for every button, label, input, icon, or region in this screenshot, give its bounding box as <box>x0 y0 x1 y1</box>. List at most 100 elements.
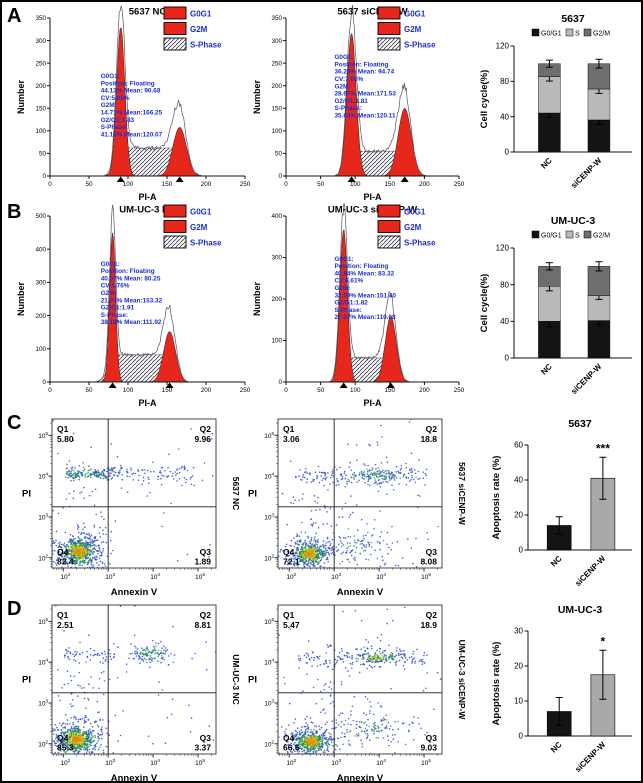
stats-line: S-Phase: <box>334 307 361 314</box>
apoptosis-scatter-5637-nc: 102 102 103 103 104 104 105 105 Q1 5.80 Q2 9.96 Q3 1.… <box>20 413 241 598</box>
legend-swatch <box>377 220 401 233</box>
cellcycle-histogram-umuc3-sicenpw-svg: 0 100 200 300 400 0 50 100 150 200 250 UM-UC-3 siCE… <box>252 202 465 408</box>
bar-title: UM-UC-3 <box>551 215 595 227</box>
panel-label-a: A <box>7 5 22 27</box>
svg-text:0: 0 <box>278 173 282 180</box>
x-axis-label: Annexin V <box>337 587 384 598</box>
stats-line: 28.67% Mean:171.53 <box>334 91 396 98</box>
s-phase-region <box>50 354 245 383</box>
peak-marker-triangle <box>175 176 184 182</box>
svg-text:300: 300 <box>35 280 46 287</box>
plot-title: 5637 siCENP-W <box>337 7 407 18</box>
legend-swatch <box>163 22 187 35</box>
x-axis-label: Annexin V <box>111 587 158 598</box>
s-phase-region <box>286 150 459 177</box>
quadrant-q4: Q4 <box>283 733 295 743</box>
stats-line: S-Phase: <box>334 105 361 112</box>
quadrant-q2: Q2 <box>200 610 212 620</box>
svg-text:400: 400 <box>271 213 282 220</box>
y-axis-label: Number <box>252 282 262 317</box>
plot-title: UM-UC-3 siCENP-W <box>328 205 417 216</box>
legend-label: S-Phase <box>190 41 222 50</box>
quadrant-q1-value: 5.47 <box>283 620 300 630</box>
svg-text:50: 50 <box>275 151 283 158</box>
bar-segment <box>538 286 561 322</box>
points-cloud <box>52 419 214 568</box>
svg-text:250: 250 <box>271 60 282 67</box>
y-axis-label: PI <box>22 489 31 500</box>
apoptosis-scatter-umuc3-sicenpw: 102 102 103 103 104 104 105 105 Q1 5.47 Q2 18.9 Q3 9.… <box>246 599 467 781</box>
y-axis-label: Number <box>252 80 262 115</box>
legend-label: S-Phase <box>404 41 436 50</box>
log-tick-label: 105 <box>38 617 48 626</box>
log-tick-label: 105 <box>38 431 48 440</box>
apoptosis-scatter-5637-nc-svg: 102 102 103 103 104 104 105 105 Q15.80 Q29.96 Q31.… <box>22 418 241 598</box>
legend-label: S <box>575 233 580 240</box>
peak-marker-triangle <box>116 176 125 182</box>
log-tick-label: 105 <box>195 758 205 767</box>
apoptosis-scatter-5637-sicenpw: 102 102 103 103 104 104 105 105 Q1 3.06 Q2 18.8 Q3 8.… <box>246 413 467 598</box>
y-axis-label: PI <box>248 489 257 500</box>
svg-text:150: 150 <box>35 105 46 112</box>
svg-text:60: 60 <box>514 441 523 450</box>
stats-line: G2/G1:1.81 <box>334 98 368 105</box>
quadrant-q3: Q3 <box>426 733 438 743</box>
log-tick-label: 105 <box>264 617 274 626</box>
stats-line: 21.74% Mean:153.32 <box>101 297 163 304</box>
apoptosis-barchart-5637-svg: 0 20 40 60 5637 *** NC siCENP-W Apoptosis rate (… <box>491 418 632 588</box>
svg-text:0: 0 <box>42 379 46 386</box>
svg-text:120: 120 <box>496 42 510 51</box>
panel-label-b: B <box>7 201 22 223</box>
svg-text:150: 150 <box>162 181 173 188</box>
legend-swatch <box>531 230 540 239</box>
significance-stars: * <box>601 634 606 648</box>
svg-text:20: 20 <box>514 511 523 520</box>
legend-swatch <box>583 28 592 37</box>
legend-swatch <box>377 37 401 51</box>
stats-line: G0G1: <box>101 73 120 80</box>
svg-text:0: 0 <box>284 387 288 394</box>
s-phase-region <box>286 357 459 383</box>
stats-line: G2M: <box>334 83 350 90</box>
svg-text:250: 250 <box>454 387 464 394</box>
stats-line: G2M: <box>101 102 117 109</box>
apoptosis-scatter-umuc3-nc-svg: 102 102 103 103 104 104 105 105 Q12.51 Q28.81 Q33.… <box>22 604 241 781</box>
log-tick-label: 105 <box>421 758 431 767</box>
stats-line: 14.71% Mean:166.25 <box>101 110 163 117</box>
log-tick-label: 104 <box>150 758 160 767</box>
legend-label: G0G1 <box>404 208 426 217</box>
log-tick-label: 102 <box>60 758 70 767</box>
svg-text:200: 200 <box>201 387 212 394</box>
legend-swatch <box>565 230 574 239</box>
x-axis-label: PI-A <box>364 398 383 408</box>
apoptosis-barchart-5637: 0 20 40 60 5637 *** NC siCENP-W Apoptosis rate (… <box>488 415 640 596</box>
svg-text:400: 400 <box>35 246 46 253</box>
log-tick-label: 102 <box>286 572 296 581</box>
quadrant-q4-value: 66.6 <box>283 743 300 753</box>
log-tick-label: 103 <box>105 572 115 581</box>
x-category-label: NC <box>549 740 564 755</box>
quadrant-q2-value: 8.81 <box>194 620 211 630</box>
points-cloud <box>278 419 439 568</box>
plot-title: 5637 NC <box>129 7 167 18</box>
plot-frame <box>277 418 443 569</box>
stats-line: Position: Floating <box>101 80 155 87</box>
s-phase-region <box>50 147 245 177</box>
log-tick-label: 102 <box>60 572 70 581</box>
y-axis-label: Number <box>16 282 26 317</box>
log-tick-label: 102 <box>38 739 48 748</box>
log-tick-label: 104 <box>264 472 274 481</box>
stats-line: Position: Floating <box>334 61 388 68</box>
legend-label: G2M <box>404 223 422 232</box>
stats-line: G0G1: <box>101 261 120 268</box>
log-tick-label: 103 <box>264 698 274 707</box>
x-category-label: siCENP-W <box>573 740 607 774</box>
svg-text:200: 200 <box>271 83 282 90</box>
legend-label: S-Phase <box>190 239 222 248</box>
svg-text:200: 200 <box>201 181 212 188</box>
log-tick-label: 103 <box>38 698 48 707</box>
legend-swatch <box>163 204 187 218</box>
quadrant-q1: Q1 <box>283 424 295 434</box>
quadrant-q3: Q3 <box>426 547 438 557</box>
